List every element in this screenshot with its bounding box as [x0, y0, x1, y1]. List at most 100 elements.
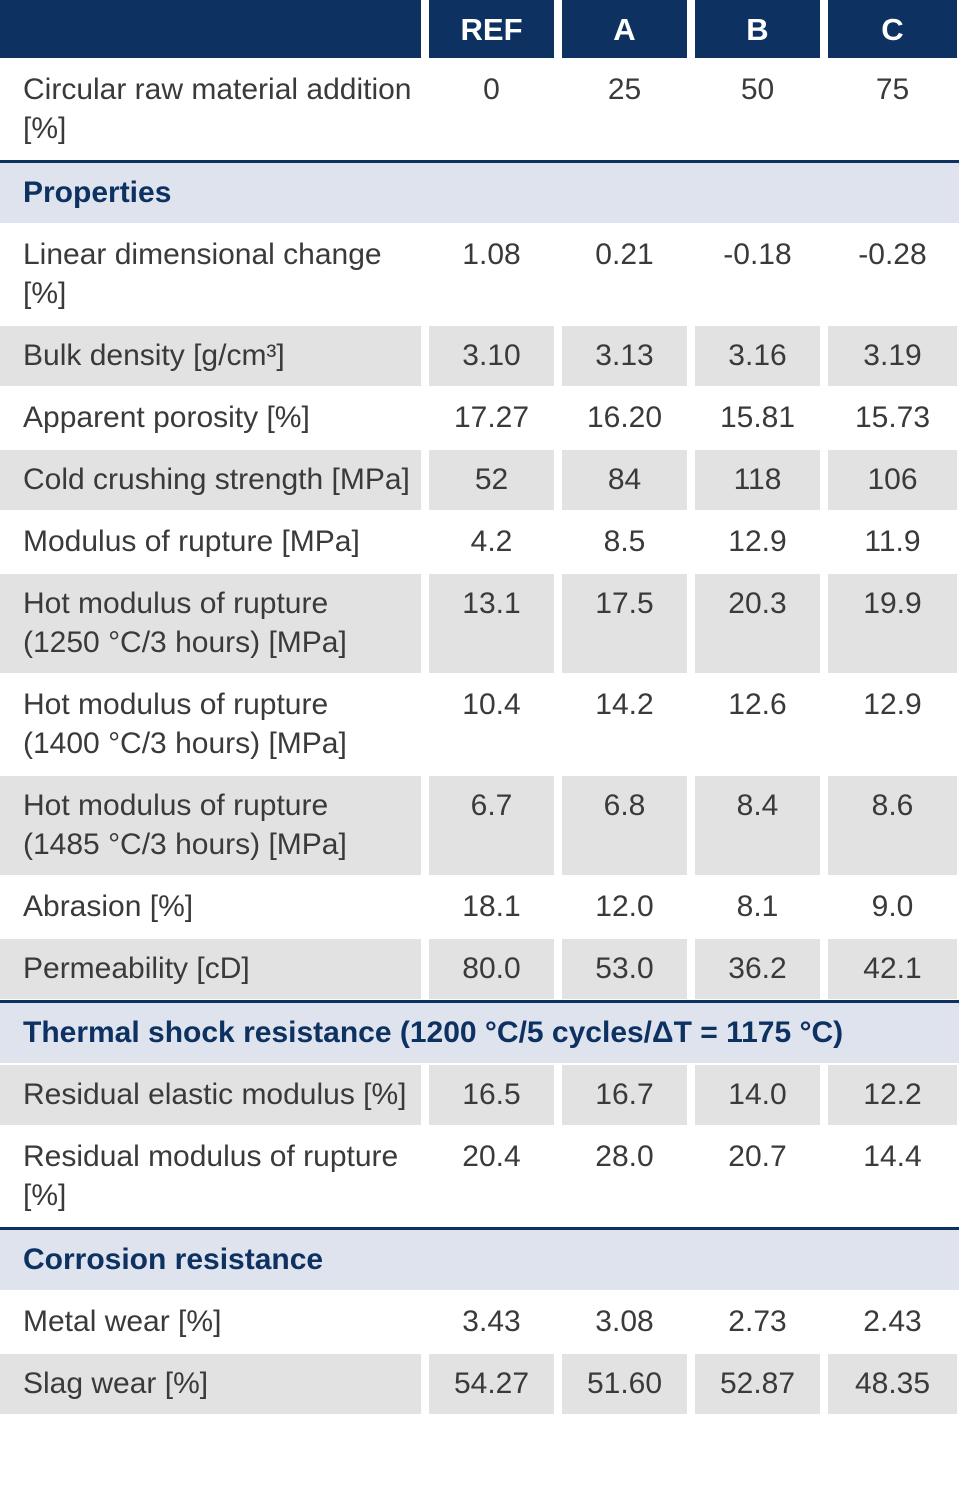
row-label: Permeability [cD] [0, 939, 421, 999]
column-header: A [562, 0, 687, 58]
data-row: Cold crushing strength [MPa] 52 84 118 106 [0, 450, 959, 510]
column-header: REF [429, 0, 554, 58]
cell-value: 9.0 [871, 890, 914, 923]
cell-value: 0.21 [595, 238, 654, 271]
cell-value: 3.10 [429, 326, 554, 386]
cell-value: 12.0 [595, 890, 654, 923]
cell-value: 12.9 [863, 688, 922, 721]
row-label: Hot modulus of rupture (1400 °C/3 hours)… [23, 688, 347, 760]
data-row: Metal wear [%] 3.43 3.08 2.73 2.43 [0, 1292, 959, 1352]
cell-value: 84 [562, 450, 687, 510]
cell-value: 17.5 [562, 574, 687, 673]
cell-value: 0 [483, 73, 500, 106]
cell-value: 51.60 [562, 1354, 687, 1414]
cell-value: 20.7 [728, 1140, 787, 1173]
header-corner [0, 0, 421, 58]
cell-value: 12.9 [728, 525, 787, 558]
cell-value: 12.6 [728, 688, 787, 721]
cell-value: 14.2 [595, 688, 654, 721]
cell-value: 3.08 [595, 1305, 654, 1338]
cell-value: 11.9 [864, 525, 921, 558]
data-row: Modulus of rupture [MPa] 4.2 8.5 12.9 11.9 [0, 512, 959, 572]
cell-value: 8.1 [736, 890, 779, 923]
data-row: Residual elastic modulus [%] 16.5 16.7 14.0… [0, 1065, 959, 1125]
cell-value: 42.1 [828, 939, 957, 999]
cell-value: 48.35 [828, 1354, 957, 1414]
data-row: Linear dimensional change [%] 1.08 0.21 -0.… [0, 225, 959, 324]
cell-value: 17.27 [453, 401, 530, 434]
cell-value: 52.87 [695, 1354, 820, 1414]
cell-value: 16.5 [429, 1065, 554, 1125]
data-row: Abrasion [%] 18.1 12.0 8.1 9.0 [0, 877, 959, 937]
column-header: C [828, 0, 957, 58]
cell-value: 25 [607, 73, 642, 106]
cell-value: 36.2 [695, 939, 820, 999]
cell-value: 2.73 [728, 1305, 787, 1338]
cell-value: 106 [828, 450, 957, 510]
cell-value: 10.4 [462, 688, 521, 721]
row-label: Slag wear [%] [0, 1354, 421, 1414]
cell-value: 28.0 [595, 1140, 654, 1173]
data-row: Slag wear [%] 54.27 51.60 52.87 48.35 [0, 1354, 959, 1414]
cell-value: -0.28 [858, 238, 927, 271]
cell-value: 50 [740, 73, 775, 106]
section-row: Properties [0, 160, 959, 223]
cell-value: 6.8 [562, 776, 687, 875]
cell-value: 13.1 [429, 574, 554, 673]
row-label: Cold crushing strength [MPa] [0, 450, 421, 510]
cell-value: 52 [429, 450, 554, 510]
cell-value: 3.16 [695, 326, 820, 386]
row-label: Residual elastic modulus [%] [0, 1065, 421, 1125]
cell-value: 3.43 [462, 1305, 521, 1338]
data-row: Hot modulus of rupture (1400 °C/3 hours)… [0, 675, 959, 774]
cell-value: 6.7 [429, 776, 554, 875]
section-title: Thermal shock resistance (1200 °C/5 cycl… [23, 1016, 844, 1049]
data-row: Bulk density [g/cm³] 3.10 3.13 3.16 3.19 [0, 326, 959, 386]
cell-value: 18.1 [462, 890, 521, 923]
cell-value: 75 [875, 73, 910, 106]
data-row: Circular raw material addition [%] 0 25 50 7… [0, 60, 959, 159]
row-label: Abrasion [%] [23, 890, 194, 923]
row-label: Metal wear [%] [23, 1305, 222, 1338]
data-row: Hot modulus of rupture (1250 °C/3 hours)… [0, 574, 959, 673]
section-title: Properties [23, 176, 172, 209]
cell-value: 15.73 [854, 401, 931, 434]
cell-value: 3.19 [828, 326, 957, 386]
cell-value: 20.3 [695, 574, 820, 673]
section-row: Corrosion resistance [0, 1227, 959, 1290]
row-label: Linear dimensional change [%] [23, 238, 382, 310]
row-label: Residual modulus of rupture [%] [23, 1140, 399, 1212]
row-label: Apparent porosity [%] [23, 401, 310, 434]
cell-value: -0.18 [723, 238, 792, 271]
cell-value: 16.7 [562, 1065, 687, 1125]
cell-value: 1.08 [462, 238, 521, 271]
cell-value: 8.6 [828, 776, 957, 875]
cell-value: 118 [695, 450, 820, 510]
data-row: Residual modulus of rupture [%] 20.4 28.0 2… [0, 1127, 959, 1226]
row-label: Modulus of rupture [MPa] [23, 525, 360, 558]
cell-value: 4.2 [470, 525, 513, 558]
section-title: Corrosion resistance [23, 1243, 324, 1276]
data-row: Permeability [cD] 80.0 53.0 36.2 42.1 [0, 939, 959, 999]
header-row: REF A B C [0, 0, 959, 58]
cell-value: 14.4 [863, 1140, 922, 1173]
row-label: Bulk density [g/cm³] [0, 326, 421, 386]
cell-value: 2.43 [863, 1305, 922, 1338]
cell-value: 54.27 [429, 1354, 554, 1414]
cell-value: 12.2 [828, 1065, 957, 1125]
row-label: Hot modulus of rupture (1250 °C/3 hours)… [0, 574, 421, 673]
cell-value: 14.0 [695, 1065, 820, 1125]
data-row: Apparent porosity [%] 17.27 16.20 15.81 15.7… [0, 388, 959, 448]
row-label: Hot modulus of rupture (1485 °C/3 hours)… [0, 776, 421, 875]
cell-value: 8.5 [603, 525, 646, 558]
cell-value: 15.81 [719, 401, 796, 434]
cell-value: 53.0 [562, 939, 687, 999]
data-row: Hot modulus of rupture (1485 °C/3 hours)… [0, 776, 959, 875]
section-row: Thermal shock resistance (1200 °C/5 cycl… [0, 1000, 959, 1063]
row-label: Circular raw material addition [%] [23, 73, 412, 145]
cell-value: 80.0 [429, 939, 554, 999]
cell-value: 3.13 [562, 326, 687, 386]
cell-value: 19.9 [828, 574, 957, 673]
cell-value: 20.4 [462, 1140, 521, 1173]
